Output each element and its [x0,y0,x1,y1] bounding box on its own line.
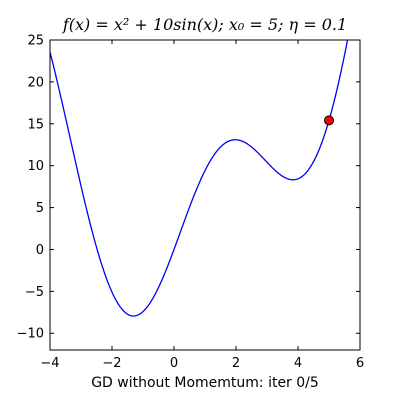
plot-layer [50,40,349,317]
x-tick-label: −2 [102,356,121,371]
x-tick-label: 6 [356,356,364,371]
y-tick-label: 0 [36,243,44,258]
x-axis-label: GD without Momemtum: iter 0/5 [91,375,319,391]
x-tick-label: 0 [170,356,178,371]
y-tick-label: 20 [27,75,44,90]
current-point-marker [324,115,334,126]
y-tick-label: −10 [17,327,44,342]
x-tick-label: 2 [232,356,240,371]
series-line-0 [50,40,349,317]
plot-frame [49,39,361,351]
y-tick-label: 10 [27,159,44,174]
y-tick-label: −5 [25,285,44,300]
plot-area [50,40,360,350]
y-tick-label: 5 [36,201,44,216]
chart-title: f(x) = x² + 10sin(x); x₀ = 5; η = 0.1 [62,15,347,34]
y-tick-label: 25 [27,34,44,49]
y-tick-label: 15 [27,117,44,132]
x-tick-label: −4 [40,356,59,371]
x-tick-label: 4 [294,356,302,371]
ticks-layer: −4 −2 0 2 4 6 −10 −5 0 5 10 15 20 25 [17,34,365,372]
